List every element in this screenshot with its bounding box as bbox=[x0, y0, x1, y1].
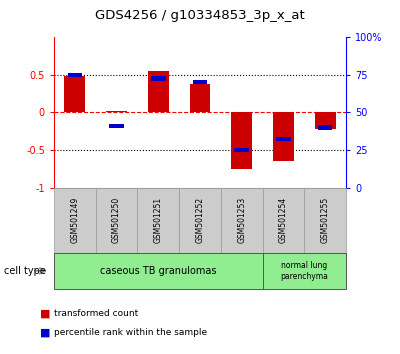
Bar bbox=[273, 113, 294, 161]
Bar bbox=[68, 73, 82, 77]
Bar bbox=[221, 188, 262, 253]
Bar bbox=[151, 76, 166, 81]
Text: GSM501252: GSM501252 bbox=[196, 197, 204, 244]
Text: GSM501250: GSM501250 bbox=[112, 197, 121, 244]
Bar bbox=[96, 188, 138, 253]
Text: ■: ■ bbox=[40, 308, 50, 318]
Text: normal lung
parenchyma: normal lung parenchyma bbox=[280, 261, 328, 280]
Text: GSM501249: GSM501249 bbox=[70, 197, 79, 244]
Text: GSM501253: GSM501253 bbox=[237, 197, 246, 244]
Text: GSM501251: GSM501251 bbox=[154, 197, 163, 244]
Bar bbox=[234, 148, 249, 152]
Text: GDS4256 / g10334853_3p_x_at: GDS4256 / g10334853_3p_x_at bbox=[95, 9, 305, 22]
Bar bbox=[231, 113, 252, 169]
Bar bbox=[276, 137, 291, 141]
Bar bbox=[106, 111, 127, 113]
Text: ■: ■ bbox=[40, 328, 50, 338]
Text: GSM501254: GSM501254 bbox=[279, 197, 288, 244]
Bar bbox=[318, 125, 332, 130]
Bar bbox=[315, 113, 336, 129]
Bar bbox=[262, 253, 346, 289]
Bar bbox=[193, 80, 207, 84]
Bar bbox=[64, 76, 85, 113]
Text: percentile rank within the sample: percentile rank within the sample bbox=[54, 328, 207, 337]
Bar bbox=[109, 124, 124, 128]
Text: cell type: cell type bbox=[4, 266, 46, 276]
Text: transformed count: transformed count bbox=[54, 309, 138, 318]
Bar bbox=[54, 253, 262, 289]
Bar bbox=[190, 84, 210, 113]
Text: GSM501255: GSM501255 bbox=[321, 197, 330, 244]
Text: caseous TB granulomas: caseous TB granulomas bbox=[100, 266, 216, 276]
Bar bbox=[138, 188, 179, 253]
Bar bbox=[179, 188, 221, 253]
Bar bbox=[54, 188, 96, 253]
Bar bbox=[304, 188, 346, 253]
Bar bbox=[262, 188, 304, 253]
Bar bbox=[148, 71, 169, 113]
